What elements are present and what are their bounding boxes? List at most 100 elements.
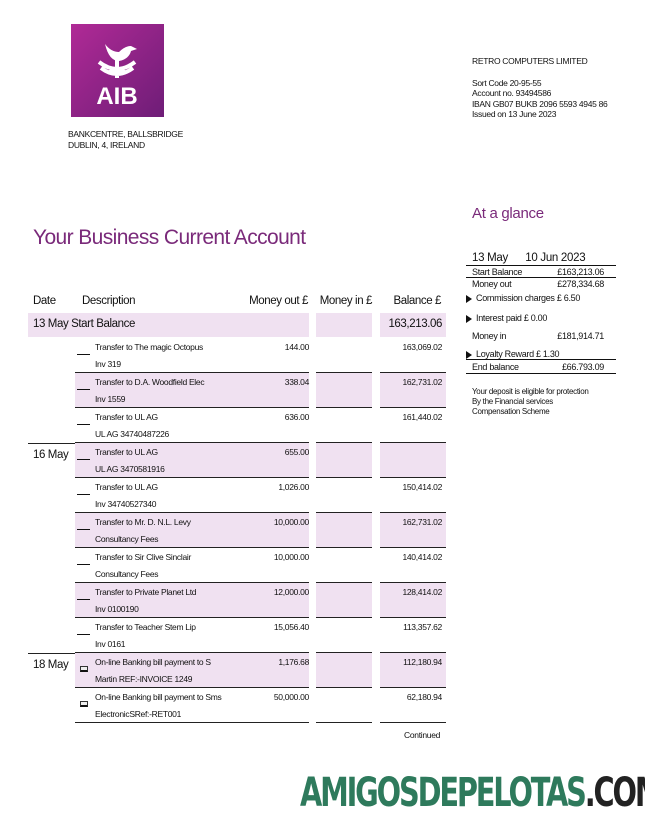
money-in-cell [316, 478, 372, 513]
start-balance-value: 163,213.06 [380, 313, 446, 337]
dash-icon [77, 564, 90, 565]
balance: 163,069.02 [402, 342, 442, 352]
balance: 150,414.02 [402, 482, 442, 492]
table-row: 16 May Transfer to UL AG UL AG 347058191… [28, 443, 446, 478]
balance: 128,414.02 [402, 587, 442, 597]
description-line2: Inv 34740527340 [95, 499, 157, 509]
issued-date: Issued on 13 June 2023 [472, 109, 557, 119]
description-cell: Transfer to UL AG Inv 34740527340 1,026.… [75, 478, 309, 513]
description-line2: ElectronicSRef:-RET001 [95, 709, 181, 719]
money-in-cell [316, 653, 372, 688]
transactions-table: 13 May Start Balance 163,213.06 Transfer… [28, 313, 446, 723]
balance: 161,440.02 [402, 412, 442, 422]
balance: 62,180.94 [406, 692, 442, 702]
iban: IBAN GB07 BUKB 2096 5593 4945 86 [472, 98, 608, 109]
money-out: 50,000.00 [273, 692, 309, 702]
expand-triangle-icon[interactable] [466, 314, 472, 323]
money-out: 15,056.40 [273, 622, 309, 632]
money-in-cell [316, 513, 372, 548]
description-line1: Transfer to Private Planet Ltd [95, 587, 197, 597]
date-cell [28, 338, 75, 373]
table-row: Transfer to Private Planet Ltd Inv 01001… [28, 583, 446, 618]
watermark-domain: .COM [584, 770, 645, 816]
table-row: Transfer to UL AG Inv 34740527340 1,026.… [28, 478, 446, 513]
money-out: 655.00 [284, 447, 310, 457]
money-out: 1,026.00 [278, 482, 309, 492]
money-in-cell [316, 373, 372, 408]
table-row: Transfer to The magic Octopus Inv 319 14… [28, 338, 446, 373]
protection-line: Your deposit is eligible for protection [472, 387, 589, 396]
date-cell: 18 May [28, 653, 75, 688]
bird-ship-icon: AIB [96, 44, 138, 110]
money-out: 636.00 [284, 412, 310, 422]
start-balance-row: 13 May Start Balance 163,213.06 [28, 313, 446, 337]
balance-cell: 163,069.02 [380, 338, 446, 373]
date-cell [28, 688, 75, 723]
date-cell [28, 513, 75, 548]
money-out: 144.00 [284, 342, 310, 352]
money-out-label: Money out [472, 279, 512, 289]
money-in-cell [316, 583, 372, 618]
description-line2: UL AG 34740487226 [95, 429, 169, 439]
money-out: 1,176.68 [278, 657, 309, 667]
expand-triangle-icon[interactable] [466, 294, 472, 303]
description-line2: Inv 0100190 [95, 604, 139, 614]
description-cell: Transfer to Mr. D. N.L. Levy Consultancy… [75, 513, 309, 548]
protection-line: Compensation Scheme [472, 407, 550, 416]
description-line1: Transfer to Mr. D. N.L. Levy [95, 517, 191, 527]
description-cell: Transfer to Private Planet Ltd Inv 01001… [75, 583, 309, 618]
customer-info: RETRO COMPUTERS LIMITED Sort Code 20-95-… [472, 56, 608, 120]
description-cell: Transfer to D.A. Woodfield Elec Inv 1559… [75, 373, 309, 408]
dash-icon [77, 599, 90, 600]
description-cell: On-line Banking bill payment to Sms Elec… [75, 688, 309, 723]
money-out: 338.04 [284, 377, 310, 387]
page-title: Your Business Current Account [33, 226, 306, 249]
description-line1: Transfer to Sir Clive Sinclair [95, 552, 192, 562]
balance-cell: 128,414.02 [380, 583, 446, 618]
balance-cell: 162,731.02 [380, 513, 446, 548]
table-row: Transfer to Mr. D. N.L. Levy Consultancy… [28, 513, 446, 548]
period-end: 10 Jun 2023 [525, 252, 586, 264]
dash-icon [77, 634, 90, 635]
start-balance-label: Start Balance [472, 266, 523, 277]
date-cell [28, 373, 75, 408]
money-out: 10,000.00 [273, 552, 309, 562]
money-in-label: Money in [472, 331, 507, 341]
balance: 140,414.02 [402, 552, 442, 562]
money-in-cell [316, 313, 372, 337]
description-cell: Transfer to UL AG UL AG 3470581916 655.0… [75, 443, 309, 478]
expand-triangle-icon[interactable] [466, 350, 472, 359]
description-line2: UL AG 3470581916 [95, 464, 165, 474]
dash-icon [77, 424, 90, 425]
description-line2: Inv 1559 [95, 394, 126, 404]
description-line2: Consultancy Fees [95, 569, 159, 579]
money-out: 12,000.00 [273, 587, 309, 597]
header-money-out: Money out £ [249, 295, 308, 307]
date-cell [28, 583, 75, 618]
dash-icon [77, 459, 90, 460]
end-balance-label: End balance [472, 361, 519, 372]
balance-cell [380, 443, 446, 478]
description-line2: Inv 0161 [95, 639, 126, 649]
sort-code: Sort Code 20-95-55 [472, 77, 542, 88]
description-cell: On-line Banking bill payment to S Martin… [75, 653, 309, 688]
table-row: Transfer to Sir Clive Sinclair Consultan… [28, 548, 446, 583]
description-line1: On-line Banking bill payment to Sms [95, 692, 222, 702]
address-line: BANKCENTRE, BALLSBRIDGE [68, 129, 183, 139]
money-in-cell [316, 548, 372, 583]
balance-cell: 162,731.02 [380, 373, 446, 408]
money-out: 10,000.00 [273, 517, 309, 527]
address-line: DUBLIN, 4, IRELAND [68, 139, 145, 150]
start-balance-label: 13 May Start Balance [28, 313, 309, 337]
description-line1: Transfer to The magic Octopus [95, 342, 203, 352]
date-cell [28, 548, 75, 583]
glance-heading: At a glance [472, 205, 544, 222]
description-line1: Transfer to D.A. Woodfield Elec [95, 377, 205, 387]
money-in-cell [316, 443, 372, 478]
balance: 162,731.02 [402, 377, 442, 387]
table-row: Transfer to UL AG UL AG 34740487226 636.… [28, 408, 446, 443]
description-line1: Transfer to Teacher Stem Lip [95, 622, 196, 632]
description-cell: Transfer to UL AG UL AG 34740487226 636.… [75, 408, 309, 443]
watermark: AMIGOSDEPELOTAS.COM [300, 770, 645, 816]
loyalty-reward: Loyalty Reward £ 1.30 [476, 349, 560, 359]
